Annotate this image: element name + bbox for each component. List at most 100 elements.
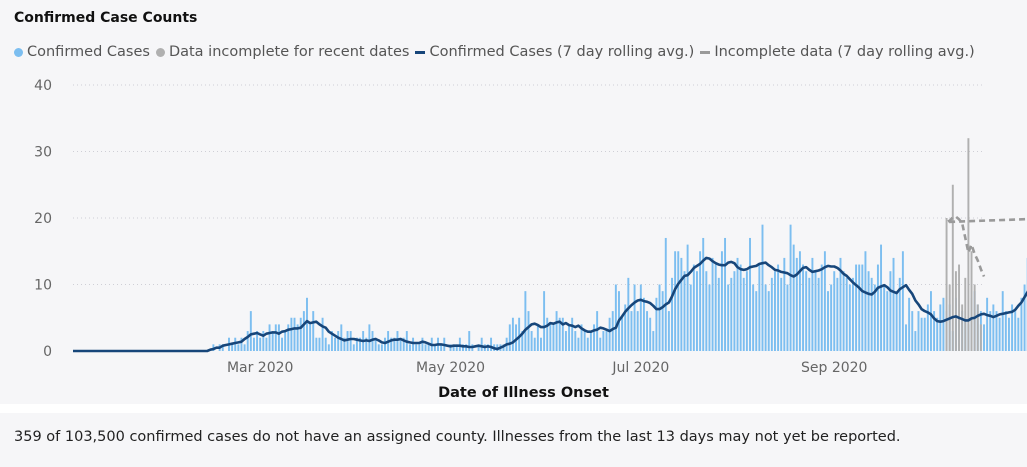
confirmed-bar [465, 344, 468, 351]
confirmed-bar [749, 237, 751, 351]
line-icon [415, 50, 426, 54]
confirmed-bar [293, 317, 296, 351]
legend-item[interactable]: Confirmed Cases (7 day rolling avg.) [415, 44, 694, 60]
confirmed-bar [1011, 304, 1014, 351]
confirmed-bar [848, 284, 851, 351]
confirmed-bar [696, 271, 698, 351]
confirmed-bar [511, 317, 514, 351]
confirmed-bar [343, 337, 346, 351]
legend-item[interactable]: Data incomplete for recent dates [155, 44, 410, 60]
confirmed-bar [608, 317, 611, 351]
confirmed-bar [833, 271, 836, 351]
confirmed-bar [259, 337, 262, 351]
confirmed-bar [827, 291, 829, 351]
confirmed-bar [486, 344, 489, 351]
confirmed-bar [905, 324, 907, 351]
confirmed-bar [811, 257, 814, 351]
confirmed-bar [543, 291, 546, 351]
confirmed-bar [995, 311, 998, 351]
confirmed-bar [692, 264, 695, 351]
legend-label: Confirmed Cases [27, 44, 150, 60]
confirmed-bar [705, 271, 708, 351]
confirmed-bar [686, 244, 689, 351]
confirmed-bar [433, 344, 436, 351]
incomplete-bar [976, 304, 979, 351]
confirmed-bar [895, 291, 898, 351]
confirmed-bar [231, 344, 234, 351]
confirmed-bar [658, 284, 661, 351]
incomplete-bar [964, 277, 967, 351]
confirmed-bar [315, 337, 318, 351]
confirmed-bar [249, 311, 252, 351]
confirmed-bar [384, 337, 386, 351]
legend-item[interactable]: Confirmed Cases [14, 44, 150, 60]
legend-label: Incomplete data (7 day rolling avg.) [714, 44, 975, 60]
confirmed-bar [359, 337, 361, 351]
line-icon [700, 50, 711, 54]
confirmed-bar [408, 344, 411, 351]
confirmed-bar [780, 277, 783, 351]
confirmed-bar [546, 317, 549, 351]
confirmed-bar [711, 257, 714, 351]
confirmed-bar [281, 337, 283, 351]
confirmed-bar [268, 324, 271, 351]
confirmed-bar [586, 337, 589, 351]
confirmed-bar [1020, 297, 1023, 351]
confirmed-bar [561, 317, 564, 351]
confirmed-bar [243, 344, 246, 351]
x-tick-label: Mar 2020 [227, 360, 294, 376]
confirmed-bar [527, 311, 530, 351]
confirmed-bar [908, 297, 911, 351]
legend-label: Data incomplete for recent dates [168, 44, 410, 60]
confirmed-bar [646, 311, 649, 351]
confirmed-bar [777, 264, 780, 351]
confirmed-bar [861, 264, 864, 351]
confirmed-bar [589, 331, 592, 351]
confirmed-bar [299, 317, 302, 351]
confirmed-bar [412, 337, 415, 351]
confirmed-bar [533, 337, 536, 351]
incomplete-bar [970, 251, 973, 351]
confirmed-bar [252, 337, 255, 351]
confirmed-bar [346, 331, 349, 351]
confirmed-bar [318, 337, 321, 351]
footer-text: 359 of 103,500 confirmed cases do not ha… [14, 429, 901, 445]
confirmed-bar [923, 317, 926, 351]
confirmed-bar [530, 331, 533, 351]
confirmed-bar [418, 344, 421, 351]
confirmed-bar [661, 291, 664, 351]
incomplete-bar [945, 218, 948, 351]
confirmed-bar [864, 251, 867, 351]
confirmed-bar [774, 271, 776, 351]
confirmed-bar [583, 331, 586, 351]
confirmed-bar [564, 331, 567, 351]
confirmed-bar [817, 277, 820, 351]
confirmed-bar [402, 337, 405, 351]
confirmed-bar [917, 311, 920, 351]
chart-plot: 0 10 20 30 40 Mar 2020 May 2020 Jul 2020 Sep 202… [34, 78, 1027, 401]
confirmed-bar [998, 317, 1001, 351]
confirmed-bar [624, 304, 627, 351]
confirmed-bar [221, 344, 224, 351]
incomplete-bar [951, 184, 954, 351]
confirmed-bar [580, 324, 583, 351]
confirmed-bar [814, 271, 817, 351]
confirmed-bar [593, 324, 595, 351]
confirmed-bar [237, 344, 240, 351]
confirmed-bar [577, 337, 580, 351]
confirmed-bar [929, 291, 932, 351]
confirmed-bar [1001, 291, 1004, 351]
confirmed-bar [758, 264, 761, 351]
confirmed-bar [365, 337, 368, 351]
confirmed-bar [599, 337, 602, 351]
incomplete-bar [958, 264, 961, 351]
confirmed-bar [1023, 284, 1026, 351]
confirmed-bar [683, 271, 686, 351]
confirmed-bar [627, 277, 630, 351]
confirmed-bar [889, 271, 892, 351]
confirmed-bar [302, 311, 305, 351]
confirmed-bar [836, 277, 839, 351]
confirmed-bar [324, 337, 327, 351]
confirmed-bar [377, 344, 380, 351]
legend-item[interactable]: Incomplete data (7 day rolling avg.) [700, 44, 975, 60]
